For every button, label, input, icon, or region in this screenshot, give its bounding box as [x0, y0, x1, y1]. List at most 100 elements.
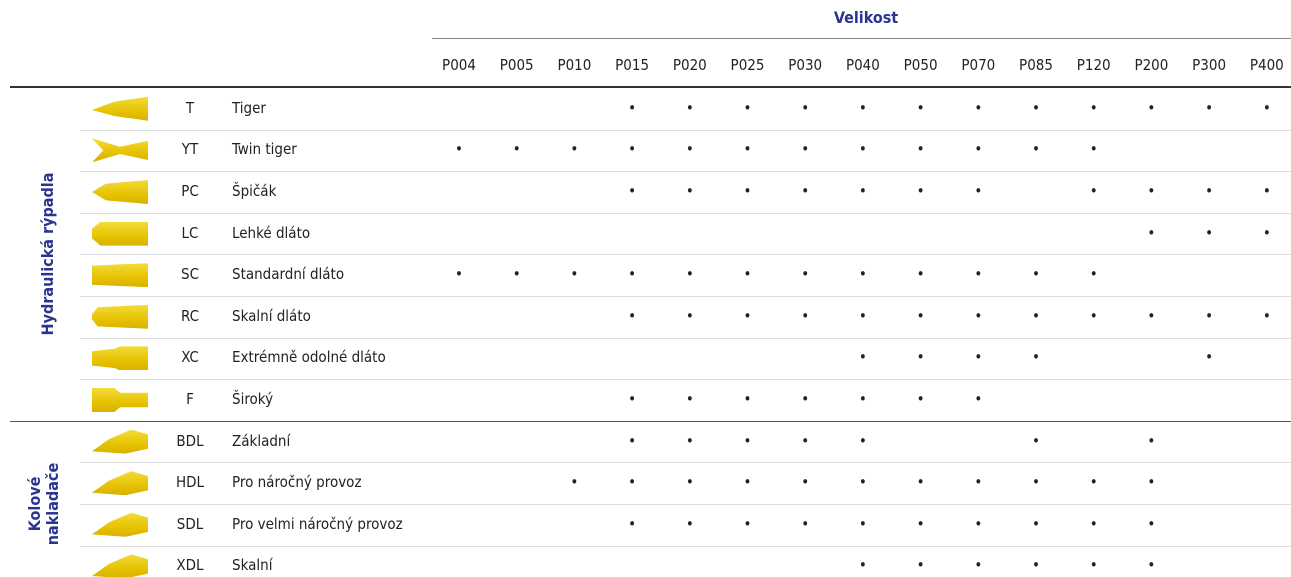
availability-dot: • [744, 515, 752, 533]
availability-dot: • [455, 140, 463, 158]
availability-dot: • [744, 390, 752, 408]
availability-dot: • [744, 432, 752, 450]
row-rule [80, 130, 1291, 131]
availability-dot: • [1205, 182, 1213, 200]
availability-dot: • [801, 99, 809, 117]
row-name: Pro velmi náročný provoz [232, 515, 403, 533]
row-name: Tiger [232, 99, 266, 117]
size-label: P300 [1192, 56, 1226, 74]
availability-dot: • [859, 265, 867, 283]
row-code: XDL [176, 556, 203, 574]
availability-dot: • [917, 265, 925, 283]
row-code: T [186, 99, 194, 117]
availability-dot: • [859, 515, 867, 533]
size-label: P070 [961, 56, 995, 74]
size-label: P015 [615, 56, 649, 74]
availability-dot: • [859, 140, 867, 158]
availability-dot: • [628, 140, 636, 158]
availability-dot: • [744, 307, 752, 325]
row-name: Twin tiger [232, 140, 297, 158]
size-label: P030 [788, 56, 822, 74]
row-name: Lehké dláto [232, 224, 310, 242]
availability-dot: • [1090, 473, 1098, 491]
size-label: P005 [500, 56, 534, 74]
tooth-icon [92, 471, 148, 495]
tooth-icon [92, 388, 148, 412]
availability-dot: • [974, 515, 982, 533]
row-rule [80, 171, 1291, 172]
availability-dot: • [1090, 182, 1098, 200]
availability-dot: • [917, 515, 925, 533]
availability-dot: • [801, 390, 809, 408]
availability-dot: • [859, 432, 867, 450]
availability-dot: • [628, 515, 636, 533]
availability-dot: • [1263, 99, 1271, 117]
availability-dot: • [917, 99, 925, 117]
header-rule [10, 86, 1291, 88]
availability-dot: • [1205, 224, 1213, 242]
availability-dot: • [1263, 182, 1271, 200]
row-rule [80, 296, 1291, 297]
availability-dot: • [859, 99, 867, 117]
row-name: Pro náročný provoz [232, 473, 362, 491]
availability-dot: • [1032, 140, 1040, 158]
availability-dot: • [801, 515, 809, 533]
availability-dot: • [455, 265, 463, 283]
tooth-icon [92, 305, 148, 329]
size-label: P050 [904, 56, 938, 74]
row-code: XC [181, 348, 199, 366]
availability-dot: • [1263, 224, 1271, 242]
heading-rule [432, 38, 1291, 39]
size-label: P200 [1134, 56, 1168, 74]
availability-dot: • [859, 390, 867, 408]
availability-dot: • [744, 99, 752, 117]
row-rule [80, 504, 1291, 505]
availability-dot: • [628, 473, 636, 491]
group-label: Hydraulická rýpadla [39, 154, 57, 354]
availability-dot: • [917, 473, 925, 491]
availability-dot: • [1090, 307, 1098, 325]
availability-dot: • [801, 182, 809, 200]
size-label: P020 [673, 56, 707, 74]
size-label: P120 [1077, 56, 1111, 74]
size-label: P085 [1019, 56, 1053, 74]
availability-dot: • [974, 182, 982, 200]
availability-dot: • [628, 265, 636, 283]
availability-dot: • [1090, 556, 1098, 574]
availability-dot: • [917, 182, 925, 200]
row-name: Špičák [232, 182, 276, 200]
availability-dot: • [628, 182, 636, 200]
row-name: Široký [232, 390, 273, 408]
availability-dot: • [1147, 307, 1155, 325]
tooth-icon [92, 513, 148, 537]
availability-dot: • [917, 140, 925, 158]
row-rule [80, 213, 1291, 214]
availability-dot: • [686, 390, 694, 408]
availability-dot: • [686, 473, 694, 491]
availability-dot: • [974, 265, 982, 283]
availability-dot: • [1147, 224, 1155, 242]
size-label: P004 [442, 56, 476, 74]
availability-dot: • [686, 265, 694, 283]
row-code: HDL [176, 473, 204, 491]
availability-dot: • [917, 390, 925, 408]
availability-dot: • [628, 390, 636, 408]
availability-dot: • [859, 556, 867, 574]
availability-dot: • [801, 307, 809, 325]
availability-dot: • [1147, 473, 1155, 491]
availability-dot: • [744, 140, 752, 158]
tooth-icon [92, 430, 148, 454]
tooth-icon [92, 263, 148, 287]
row-code: SC [181, 265, 199, 283]
row-rule [80, 338, 1291, 339]
availability-dot: • [513, 265, 521, 283]
availability-dot: • [801, 473, 809, 491]
availability-dot: • [686, 99, 694, 117]
availability-dot: • [1032, 515, 1040, 533]
availability-dot: • [1032, 265, 1040, 283]
availability-dot: • [974, 348, 982, 366]
size-label: P025 [731, 56, 765, 74]
availability-dot: • [686, 307, 694, 325]
availability-dot: • [1263, 307, 1271, 325]
row-name: Skalní dláto [232, 307, 311, 325]
